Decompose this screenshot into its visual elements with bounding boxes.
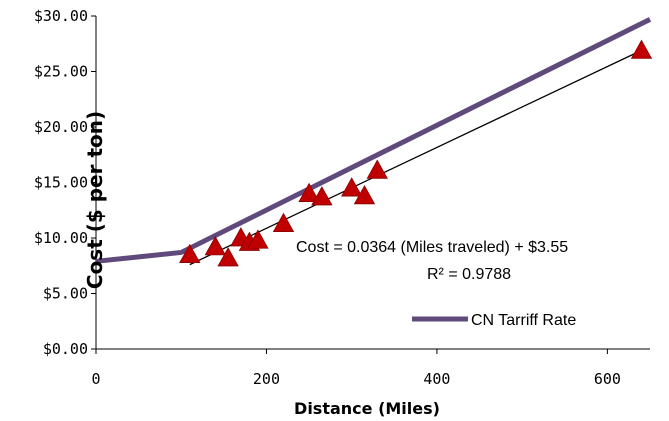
- data-point: [353, 184, 376, 205]
- data-point: [341, 177, 363, 197]
- data-point: [630, 39, 653, 59]
- data-point: [179, 243, 201, 264]
- legend-label: CN Tarriff Rate: [471, 312, 576, 329]
- data-point: [298, 182, 320, 203]
- data-point: [272, 212, 295, 232]
- data-point: [247, 229, 269, 249]
- equation-annotation: Cost = 0.0364 (Miles traveled) + $3.55: [296, 239, 568, 256]
- x-tick-label: 400: [423, 370, 450, 388]
- y-tick-label: $25.00: [34, 63, 88, 81]
- y-tick-label: $30.00: [34, 7, 88, 25]
- y-tick-label: $5.00: [43, 285, 88, 303]
- data-point: [311, 186, 333, 206]
- y-tick-label: $10.00: [34, 229, 88, 247]
- y-tick-label: $0.00: [43, 340, 88, 358]
- x-axis-title: Distance (Miles): [294, 399, 440, 418]
- x-tick-label: 0: [91, 370, 100, 388]
- y-tick-label: $15.00: [34, 174, 88, 192]
- x-tick-label: 600: [594, 370, 621, 388]
- y-tick-label: $20.00: [34, 118, 88, 136]
- legend: CN Tarriff Rate: [412, 312, 576, 329]
- x-tick-label: 200: [253, 370, 280, 388]
- axes: $0.00 $5.00 $10.00 $15.00 $20.00 $25.00 $30.00…: [34, 7, 650, 388]
- y-axis-title: Cost ($ per ton): [83, 111, 107, 289]
- r-squared-annotation: R² = 0.9788: [427, 266, 511, 283]
- trendline: [189, 49, 642, 266]
- plot-area: [95, 17, 653, 267]
- data-point: [217, 247, 239, 267]
- data-point: [366, 159, 388, 179]
- data-point: [204, 236, 227, 256]
- tariff-rate-line: [95, 17, 652, 264]
